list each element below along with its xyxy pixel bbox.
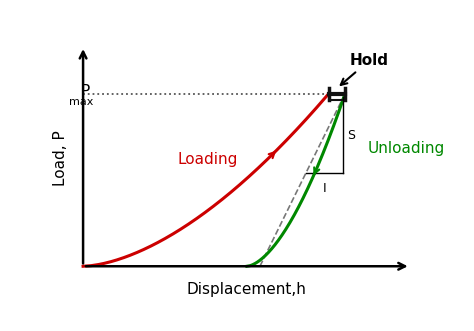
Text: Unloading: Unloading [368, 141, 445, 156]
Text: Loading: Loading [177, 152, 238, 167]
Text: Load, P: Load, P [53, 130, 68, 186]
Text: S: S [347, 128, 356, 142]
Text: Displacement,h: Displacement,h [187, 282, 307, 298]
Text: Hold: Hold [341, 53, 389, 85]
Text: I: I [323, 182, 327, 195]
Text: P: P [81, 84, 90, 99]
Text: max: max [69, 97, 93, 107]
